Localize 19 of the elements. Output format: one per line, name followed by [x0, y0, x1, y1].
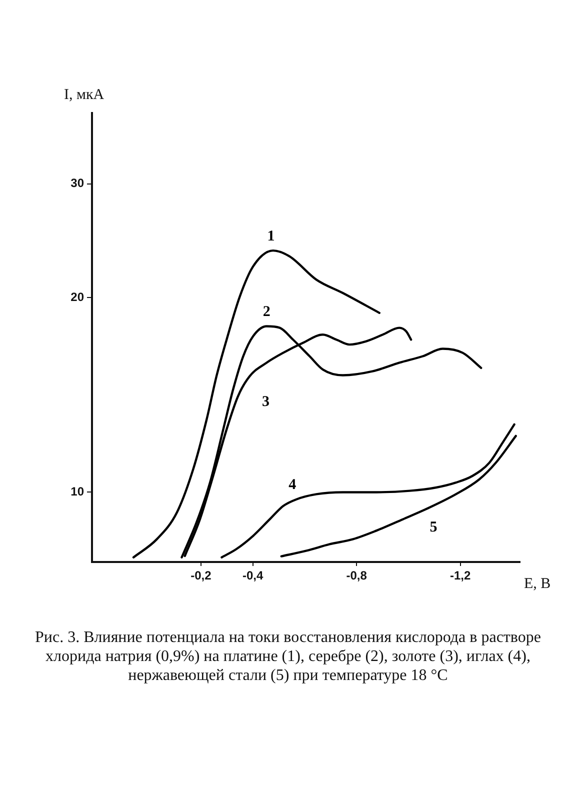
- y-axis-title: I, мкА: [64, 86, 104, 103]
- line-series: [280, 434, 517, 558]
- line-series: [220, 423, 516, 558]
- text: Рис. 3. Влияние потенциала на токи восстановления кислорода в растворе хлорида натрия (0,9%) на платине (1), серебре (2), золоте (3), иглах (4), нержавеющей стали (5) при температуре 18 °С: [34, 628, 542, 686]
- line-series: [180, 325, 482, 558]
- x-tick-label: -0,4: [242, 568, 264, 583]
- series-label: 5: [430, 519, 438, 536]
- x-tick-label: -0,8: [346, 568, 368, 583]
- x-tick-label: -0,2: [190, 568, 212, 583]
- series-label: 1: [267, 228, 275, 244]
- line-series: [132, 249, 381, 558]
- series-label: 4: [288, 477, 297, 494]
- y-tick-label: 10: [70, 484, 84, 499]
- series-label: 2: [262, 304, 270, 320]
- y-tick-label: 30: [70, 176, 84, 190]
- y-tick-label: 20: [70, 290, 84, 304]
- x-axis-title: E, В: [524, 576, 551, 592]
- x-tick-label: -1,2: [450, 568, 471, 583]
- series-label: 3: [262, 394, 270, 410]
